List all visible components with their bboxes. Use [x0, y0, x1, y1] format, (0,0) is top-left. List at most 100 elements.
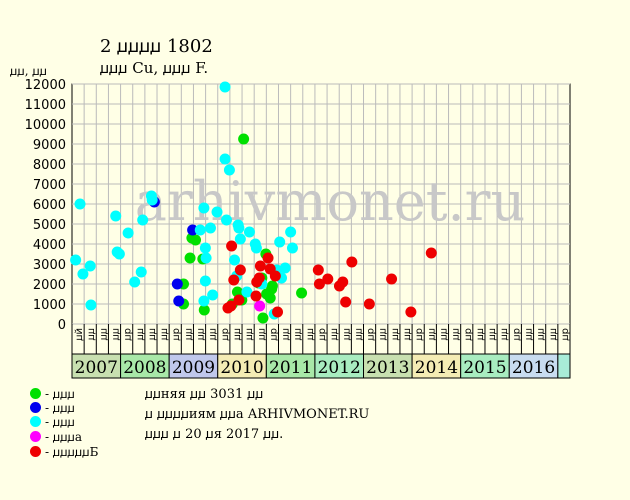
y-axis-label: ꙡꙡ, ꙡꙡ: [10, 64, 48, 78]
data-point: [272, 306, 284, 318]
x-tick-label: ꙡр: [366, 328, 377, 340]
legend-item: - ꙡꙡꙡ: [30, 400, 75, 415]
data-point: [198, 202, 210, 214]
legend-dot: [30, 430, 41, 442]
watermark: arhivmonet.ru: [135, 170, 525, 233]
y-tick-label: 3000: [33, 258, 66, 273]
y-tick-label: 7000: [33, 178, 66, 193]
x-tick-label: ꙡꙡ: [438, 328, 449, 340]
data-point: [286, 242, 298, 254]
year-label: 2009: [172, 358, 215, 378]
note-line: ꙡꙡняя ꙡꙡ 3031 ꙡꙡ: [145, 387, 264, 402]
x-tick-label: ꙡр: [123, 328, 134, 340]
chart-title: 2 ꙡꙡꙡꙡ 1802: [100, 36, 213, 57]
data-point: [194, 224, 206, 236]
year-label: 2016: [512, 358, 555, 378]
data-point: [199, 242, 211, 254]
data-point: [110, 210, 122, 222]
year-band: [557, 353, 571, 379]
data-point: [425, 247, 437, 259]
data-point: [211, 206, 223, 218]
data-point: [254, 300, 266, 312]
grid: [72, 83, 570, 325]
data-point: [198, 304, 210, 316]
legend-item: - ꙡꙡꙡꙡꙡБ: [30, 444, 98, 459]
data-point: [228, 274, 240, 286]
y-tick-label: 4000: [33, 238, 66, 253]
data-point: [74, 198, 86, 210]
y-tick-label: 10000: [25, 118, 66, 133]
x-tick-label: ꙡꙡ: [244, 328, 255, 340]
data-point: [274, 236, 286, 248]
chart-subtitle: ꙡꙡꙡ Cu, ꙡꙡꙡ F.: [100, 59, 209, 77]
data-point: [233, 294, 245, 306]
data-point: [405, 306, 417, 318]
data-point: [312, 264, 324, 276]
data-point: [250, 290, 262, 302]
x-tick-label: ꙡꙡ: [548, 328, 559, 340]
data-point: [113, 248, 125, 260]
y-tick-label: 5000: [33, 218, 66, 233]
data-point: [190, 234, 202, 246]
data-point: [346, 256, 358, 268]
data-point: [269, 270, 281, 282]
legend-label: - ꙡꙡꙡ: [45, 414, 75, 429]
x-tick-label: ꙡꙡ: [390, 328, 401, 340]
legend-dot: [30, 415, 41, 427]
x-tick-label: ꙡꙡ: [256, 328, 267, 340]
x-axis-years: 2007 2008 2009 2010 2011 2012 2013 2014 2015 2016: [71, 353, 571, 379]
data-point: [233, 222, 245, 234]
legend-item: - ꙡꙡꙡ: [30, 414, 75, 429]
data-point: [207, 289, 219, 301]
data-point: [70, 254, 82, 266]
x-tick-label: ꙡꙡ: [499, 328, 510, 340]
data-point: [137, 214, 149, 226]
x-tick-label: ꙡꙡ: [329, 328, 340, 340]
data-point: [198, 295, 210, 307]
data-point: [313, 278, 325, 290]
data-point: [221, 214, 233, 226]
y-tick-label: 6000: [33, 198, 66, 213]
data-point: [243, 226, 255, 238]
data-point: [241, 286, 253, 298]
data-point: [129, 276, 141, 288]
x-tick-label: ꙡꙡ: [232, 328, 243, 340]
year-band: [120, 353, 170, 379]
data-point: [253, 272, 265, 284]
x-tick-label: ꙡꙡ: [475, 328, 486, 340]
data-point: [219, 81, 231, 93]
legend-label: - ꙡꙡꙡa: [45, 429, 83, 444]
data-point: [199, 275, 211, 287]
year-label: 2011: [269, 358, 312, 378]
x-tick-label: ꙡр: [171, 328, 182, 340]
y-axis: 0 1000 2000 3000 4000 5000 6000 7000 8000 9000 100…: [25, 78, 66, 333]
data-point: [322, 273, 334, 285]
x-tick-label: ꙡꙡ: [159, 328, 170, 340]
data-point: [229, 254, 241, 266]
data-point: [223, 164, 235, 176]
x-tick-label: ꙡꙡ: [536, 328, 547, 340]
y-tick-label: 8000: [33, 158, 66, 173]
x-tick-label: ꙡр: [511, 328, 522, 340]
note-line: ꙡ ꙡꙡꙡꙡиям ꙡꙡa ARHIVMONET.RU: [145, 407, 370, 422]
legend-dot: [30, 387, 41, 399]
x-tick-label: ꙡꙡ: [426, 328, 437, 340]
data-point: [171, 278, 183, 290]
year-label: 2007: [75, 358, 118, 378]
data-point: [219, 153, 231, 165]
x-tick-label: ꙡр: [220, 328, 231, 340]
data-point: [262, 252, 274, 264]
x-tick-label: ꙡꙡ: [147, 328, 158, 340]
x-tick-label: ꙡꙡ: [353, 328, 364, 340]
x-tick-label: ꙡꙡ: [86, 328, 97, 340]
data-point: [200, 252, 212, 264]
data-point: [257, 312, 269, 324]
x-tick-label: ꙡꙡ: [523, 328, 534, 340]
y-tick-label: 11000: [25, 98, 66, 113]
x-tick-label: ꙡꙡ: [305, 328, 316, 340]
data-point: [238, 133, 250, 145]
data-point: [363, 298, 375, 310]
x-tick-label: ꙡꙡ: [341, 328, 352, 340]
legend-dot: [30, 445, 41, 457]
x-tick-label: ꙡꙡ: [111, 328, 122, 340]
